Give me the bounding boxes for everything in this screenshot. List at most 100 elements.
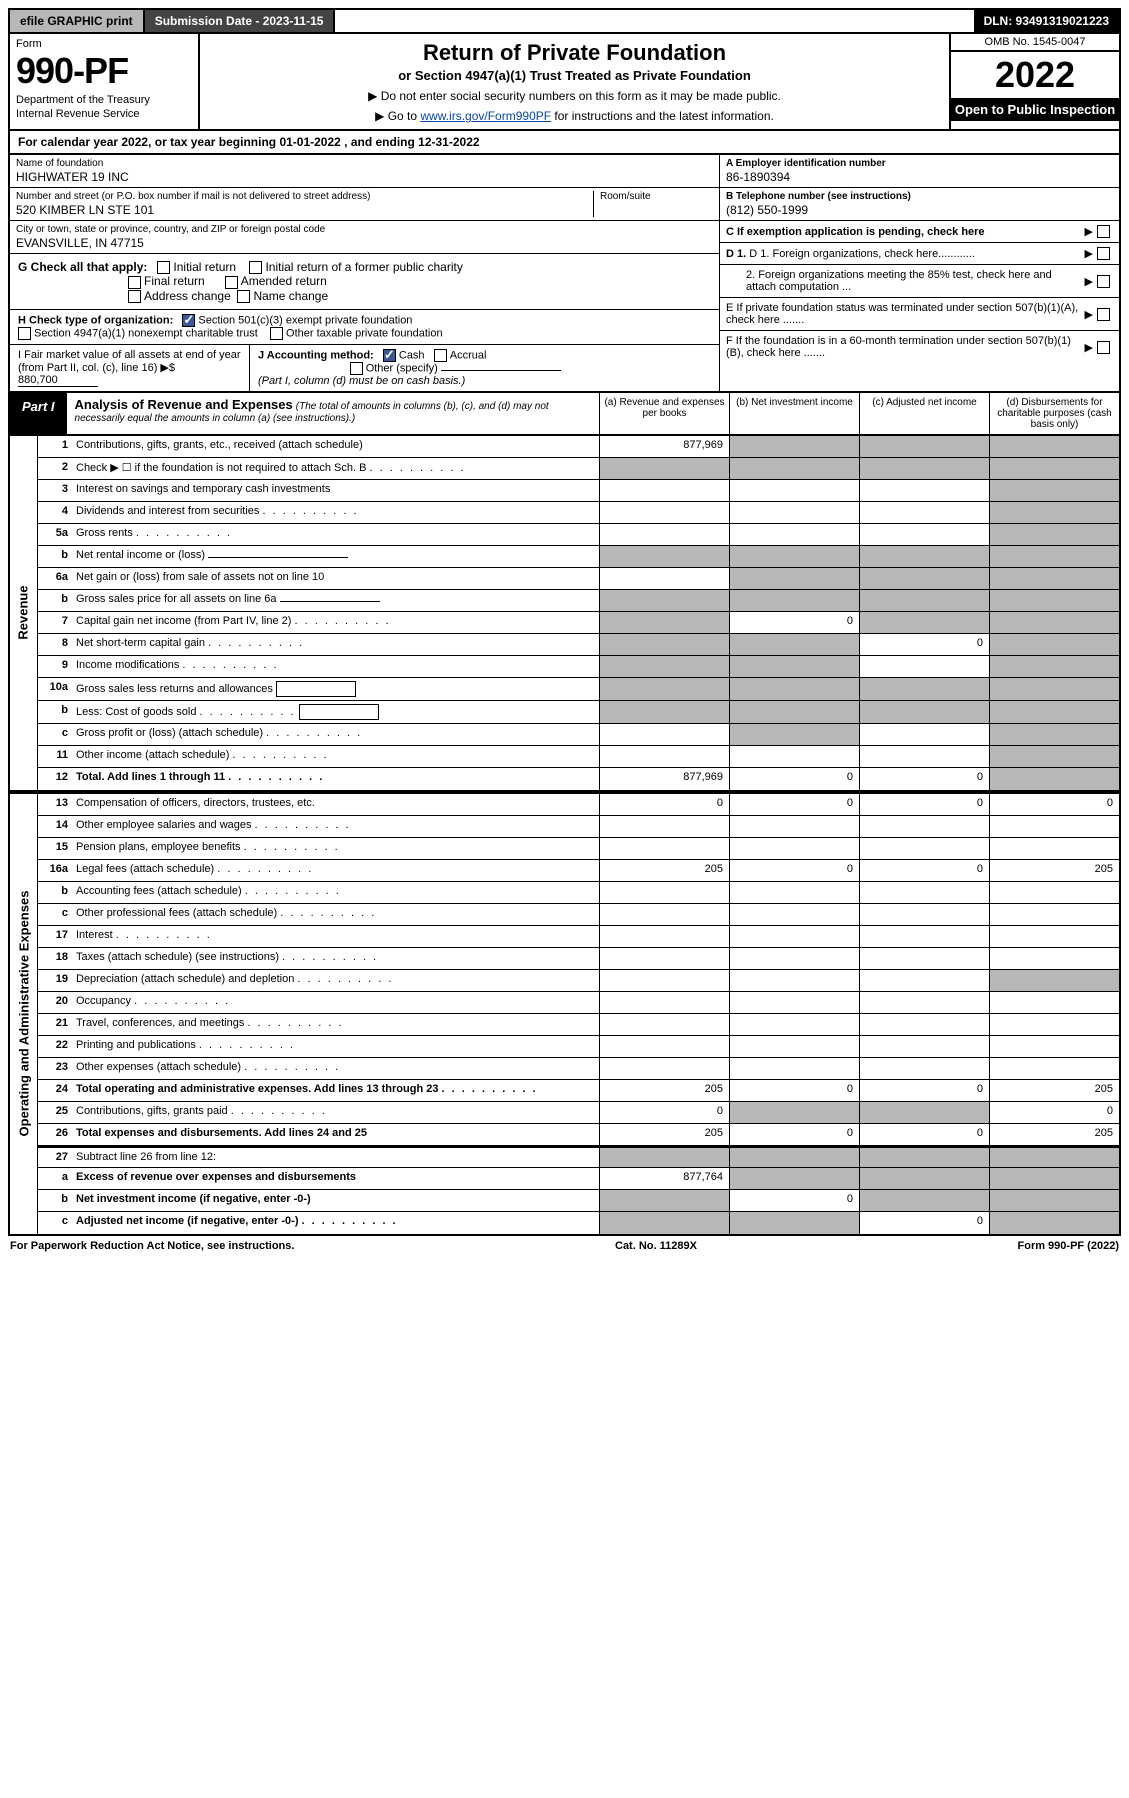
row-21: 21Travel, conferences, and meetings (38, 1014, 1119, 1036)
f-cell: F If the foundation is in a 60-month ter… (720, 331, 1119, 363)
open-public-badge: Open to Public Inspection (951, 98, 1119, 121)
f-checkbox[interactable] (1097, 341, 1110, 354)
addr-label: Number and street (or P.O. box number if… (16, 191, 593, 202)
info-right: A Employer identification number 86-1890… (719, 155, 1119, 391)
g-check-row: G Check all that apply: Initial return I… (10, 254, 719, 310)
row-13: 13Compensation of officers, directors, t… (38, 794, 1119, 816)
g-final-checkbox[interactable] (128, 276, 141, 289)
row-4: 4Dividends and interest from securities (38, 502, 1119, 524)
form-note-2: ▶ Go to www.irs.gov/Form990PF for instru… (210, 109, 939, 123)
row-15: 15Pension plans, employee benefits (38, 838, 1119, 860)
dln: DLN: 93491319021223 (974, 10, 1119, 32)
h-row: H Check type of organization: Section 50… (10, 310, 719, 345)
form-title-block: Return of Private Foundation or Section … (200, 34, 949, 129)
row-3: 3Interest on savings and temporary cash … (38, 480, 1119, 502)
c-label: C If exemption application is pending, c… (726, 226, 985, 238)
form-number: 990-PF (16, 50, 192, 92)
revenue-side-label: Revenue (10, 436, 38, 790)
g-amended-checkbox[interactable] (225, 276, 238, 289)
j-other-checkbox[interactable] (350, 362, 363, 375)
a-value: 86-1890394 (726, 170, 1113, 184)
row-27: 27Subtract line 26 from line 12: (38, 1146, 1119, 1168)
dept-irs: Internal Revenue Service (16, 108, 192, 120)
g-name-checkbox[interactable] (237, 290, 250, 303)
g-name: Name change (253, 289, 328, 303)
col-c-head: (c) Adjusted net income (859, 393, 989, 434)
b-value: (812) 550-1999 (726, 203, 1113, 217)
name-cell: Name of foundation HIGHWATER 19 INC (10, 155, 719, 188)
row-23: 23Other expenses (attach schedule) (38, 1058, 1119, 1080)
j-note: (Part I, column (d) must be on cash basi… (258, 375, 465, 387)
col-a-head: (a) Revenue and expenses per books (599, 393, 729, 434)
ij-row: I Fair market value of all assets at end… (10, 345, 719, 391)
row-19: 19Depreciation (attach schedule) and dep… (38, 970, 1119, 992)
g-initial-checkbox[interactable] (157, 261, 170, 274)
omb-number: OMB No. 1545-0047 (951, 34, 1119, 52)
row-18: 18Taxes (attach schedule) (see instructi… (38, 948, 1119, 970)
h-other: Other taxable private foundation (286, 327, 443, 339)
room-label: Room/suite (600, 191, 713, 202)
row-7: 7Capital gain net income (from Part IV, … (38, 612, 1119, 634)
expenses-table: Operating and Administrative Expenses 13… (8, 792, 1121, 1236)
row-25: 25Contributions, gifts, grants paid 00 (38, 1102, 1119, 1124)
row-16b: bAccounting fees (attach schedule) (38, 882, 1119, 904)
h-501c3: Section 501(c)(3) exempt private foundat… (198, 314, 412, 326)
g-initial-former-checkbox[interactable] (249, 261, 262, 274)
note2-post: for instructions and the latest informat… (551, 109, 774, 123)
d1-checkbox[interactable] (1097, 247, 1110, 260)
a-cell: A Employer identification number 86-1890… (720, 155, 1119, 188)
b-cell: B Telephone number (see instructions) (8… (720, 188, 1119, 221)
row-1: 1Contributions, gifts, grants, etc., rec… (38, 436, 1119, 458)
row-10b: bLess: Cost of goods sold (38, 701, 1119, 724)
a-label: A Employer identification number (726, 158, 886, 169)
d1-text: D 1. Foreign organizations, check here..… (749, 248, 975, 260)
form-title: Return of Private Foundation (210, 40, 939, 66)
row-14: 14Other employee salaries and wages (38, 816, 1119, 838)
info-left: Name of foundation HIGHWATER 19 INC Numb… (10, 155, 719, 391)
part1-tab: Part I (10, 393, 67, 434)
revenue-table: Revenue 1Contributions, gifts, grants, e… (8, 436, 1121, 792)
footer-right: Form 990-PF (2022) (1018, 1240, 1119, 1252)
dept-treasury: Department of the Treasury (16, 94, 192, 106)
efile-badge: efile GRAPHIC print (10, 10, 145, 32)
arrow-icon: ▶ (1085, 341, 1093, 354)
note2-pre: ▶ Go to (375, 109, 420, 123)
page-footer: For Paperwork Reduction Act Notice, see … (8, 1236, 1121, 1256)
j-label: J Accounting method: (258, 349, 374, 361)
row-9: 9Income modifications (38, 656, 1119, 678)
i-label: I Fair market value of all assets at end… (18, 349, 241, 374)
d1-cell: D 1. D 1. Foreign organizations, check h… (720, 243, 1119, 265)
row-6b: bGross sales price for all assets on lin… (38, 590, 1119, 612)
city-value: EVANSVILLE, IN 47715 (16, 236, 713, 250)
row-16a: 16aLegal fees (attach schedule) 20500205 (38, 860, 1119, 882)
row-20: 20Occupancy (38, 992, 1119, 1014)
address-cell: Number and street (or P.O. box number if… (10, 188, 719, 221)
g-addr-checkbox[interactable] (128, 290, 141, 303)
j-accrual-checkbox[interactable] (434, 349, 447, 362)
e-checkbox[interactable] (1097, 308, 1110, 321)
h-501c3-checkbox[interactable] (182, 314, 195, 327)
tax-year: 2022 (951, 52, 1119, 98)
form-id-block: Form 990-PF Department of the Treasury I… (10, 34, 200, 129)
h-4947: Section 4947(a)(1) nonexempt charitable … (34, 327, 258, 339)
footer-left: For Paperwork Reduction Act Notice, see … (10, 1240, 294, 1252)
c-checkbox[interactable] (1097, 225, 1110, 238)
addr-value: 520 KIMBER LN STE 101 (16, 203, 593, 217)
g-addr: Address change (144, 289, 231, 303)
topbar: efile GRAPHIC print Submission Date - 20… (8, 8, 1121, 34)
topbar-spacer (335, 10, 973, 32)
foundation-info: Name of foundation HIGHWATER 19 INC Numb… (8, 155, 1121, 393)
row-26: 26Total expenses and disbursements. Add … (38, 1124, 1119, 1146)
h-4947-checkbox[interactable] (18, 327, 31, 340)
part1-header: Part I Analysis of Revenue and Expenses … (8, 393, 1121, 436)
form-header: Form 990-PF Department of the Treasury I… (8, 34, 1121, 131)
j-cash-checkbox[interactable] (383, 349, 396, 362)
irs-link[interactable]: www.irs.gov/Form990PF (420, 109, 551, 123)
form-word: Form (16, 38, 192, 50)
h-other-checkbox[interactable] (270, 327, 283, 340)
d2-checkbox[interactable] (1097, 275, 1110, 288)
g-initial-former: Initial return of a former public charit… (265, 260, 462, 274)
row-17: 17Interest (38, 926, 1119, 948)
h-label: H Check type of organization: (18, 314, 173, 326)
form-subtitle: or Section 4947(a)(1) Trust Treated as P… (210, 68, 939, 83)
